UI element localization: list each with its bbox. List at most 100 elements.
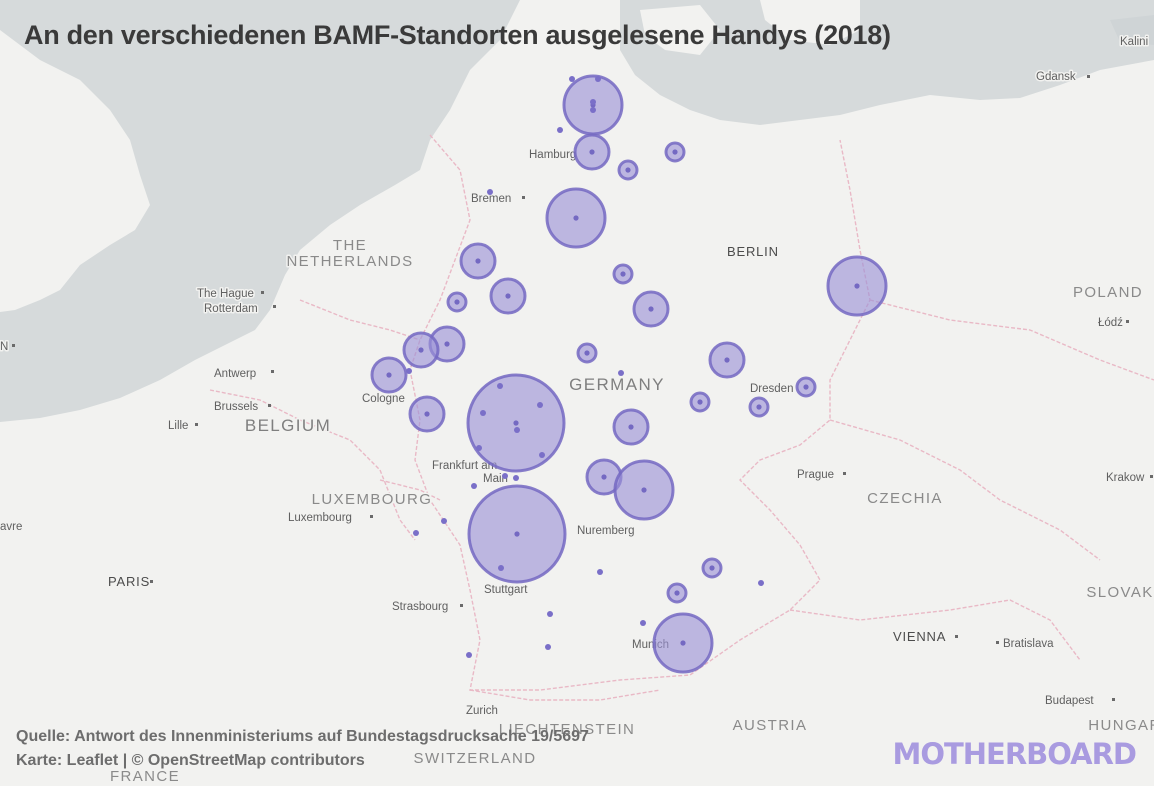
bamf-point[interactable] [514,427,520,433]
city-label: Cologne [362,393,405,405]
lagoon [1110,15,1154,45]
city-label: The Hague [197,288,254,300]
credit-text: Karte: Leaflet | © OpenStreetMap contrib… [16,752,365,769]
city-label: Dresden [750,383,793,395]
bamf-point[interactable] [537,402,543,408]
city-label: Łódź [1098,317,1123,329]
page-title: An den verschiedenen BAMF-Standorten aus… [24,20,891,50]
bamf-location-dot [513,420,519,426]
bamf-location-dot [697,399,703,405]
city-label: Bratislava [1003,638,1054,650]
bamf-point[interactable] [595,76,601,82]
city-label: Strasbourg [392,601,448,613]
source-text: Quelle: Antwort des Innenministeriums au… [16,728,589,745]
bamf-location-dot [418,347,424,353]
labels-layer: THE NETHERLANDS BELGIUM LUXEMBOURG GERMA… [0,35,1154,786]
city-label: Zurich [466,705,498,717]
bamf-location-dot [475,258,481,264]
bamf-point[interactable] [471,483,477,489]
bamf-location-dot [601,474,607,480]
border-layer [209,134,1154,701]
source-block: Quelle: Antwort des Innenministeriums au… [16,725,589,773]
city-label: Stuttgart [484,584,528,596]
bamf-point[interactable] [487,189,493,195]
country-label: SWITZERLAND [414,750,537,767]
bamf-location-dot [589,149,595,155]
bamf-location-dot [386,372,392,378]
bamf-point[interactable] [497,383,503,389]
bamf-location-dot [620,271,626,277]
bamf-point[interactable] [545,644,551,650]
bamf-point[interactable] [539,452,545,458]
city-label: BERLIN [727,244,779,259]
bamf-location-dot [424,411,430,417]
city-label: VIENNA [893,629,946,644]
bamf-location-dot [514,531,520,537]
country-label: LIECHTENSTEIN [499,721,636,738]
city-label: Luxembourg [288,512,352,524]
bamf-point[interactable] [513,475,519,481]
city-label: Krakow [1106,472,1145,484]
bamf-point[interactable] [498,565,504,571]
city-label: Lille [168,420,188,432]
bamf-point[interactable] [640,620,646,626]
sweden [760,0,860,45]
bamf-location-dot [625,167,631,173]
bamf-location-dot [505,293,511,299]
bamf-point[interactable] [590,107,596,113]
bamf-location-dot [573,215,579,221]
city-label: PARIS [108,574,150,589]
bamf-point[interactable] [547,611,553,617]
bamf-point[interactable] [590,99,596,105]
bamf-point[interactable] [569,76,575,82]
country-label: LUXEMBOURG [312,491,433,508]
country-label: CZECHIA [867,490,943,507]
bamf-location-dot [454,299,460,305]
country-label: POLAND [1073,284,1143,301]
bamf-location-dot [680,640,686,646]
motherboard-logo: MOTHERBOARD [892,737,1137,771]
city-label: Bremen [471,193,511,205]
city-label: Rotterdam [204,303,258,315]
bamf-point[interactable] [758,580,764,586]
country-label: AUSTRIA [733,717,808,734]
city-label: N [0,341,8,353]
bamf-point[interactable] [406,368,412,374]
country-label: BELGIUM [245,416,331,435]
bamf-location-dot [648,306,654,312]
bamf-location-dot [444,341,450,347]
water-layer [0,0,1154,422]
bamf-point[interactable] [441,518,447,524]
bamf-location-dot [672,149,678,155]
bamf-point[interactable] [466,652,472,658]
city-label: Gdansk [1036,71,1076,83]
bamf-point[interactable] [480,410,486,416]
bamf-point[interactable] [618,370,624,376]
bamf-location-dot [584,350,590,356]
bamf-point[interactable] [476,445,482,451]
city-label: Nuremberg [577,525,635,537]
country-label: SLOVAK [1086,584,1153,601]
bamf-location-dot [709,565,715,571]
bamf-location-dot [756,404,762,410]
bamf-location-dot [628,424,634,430]
country-label: NETHERLANDS [286,253,413,270]
bamf-location-dot [854,283,860,289]
bamf-location-dot [674,590,680,596]
bamf-point[interactable] [413,530,419,536]
city-label: Antwerp [214,368,256,380]
bamf-point[interactable] [502,473,508,479]
country-label: GERMANY [569,375,665,394]
bamf-point[interactable] [557,127,563,133]
baltic-sea [620,0,1154,125]
danish-islands [640,5,720,55]
city-label: Budapest [1045,695,1094,707]
city-label: Kalini [1120,36,1148,48]
city-label: Hamburg [529,149,576,161]
country-label: HUNGAR [1088,717,1154,734]
bamf-point[interactable] [597,569,603,575]
city-label: Brussels [214,401,258,413]
great-britain [0,30,150,312]
